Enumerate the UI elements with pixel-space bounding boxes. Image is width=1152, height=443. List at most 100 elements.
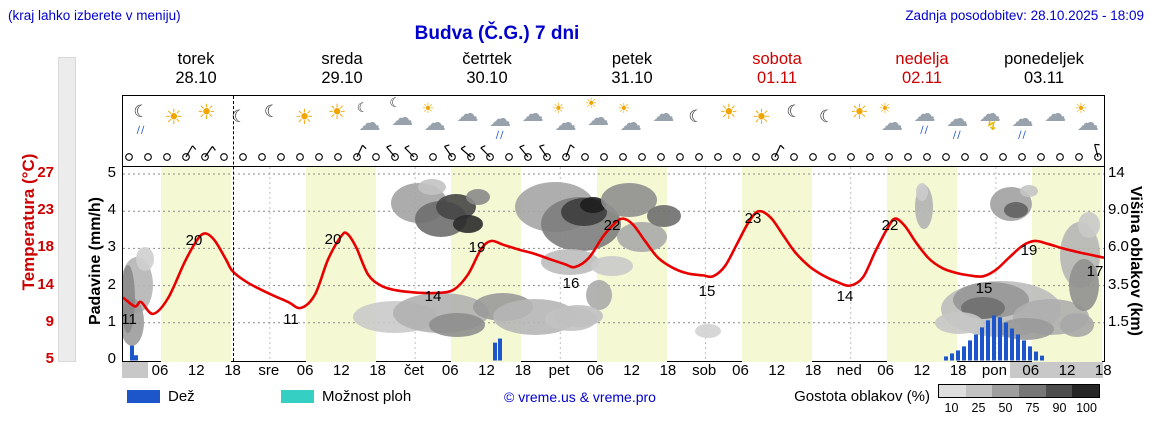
x-tick: 18 xyxy=(224,362,241,379)
x-tick: 12 xyxy=(478,362,495,379)
cloud-height-axis-label: Višina oblakov (km) xyxy=(1127,186,1144,336)
axis-tick: 4 xyxy=(107,201,116,219)
x-tick: 12 xyxy=(913,362,931,379)
last-update: Zadnja posodobitev: 28.10.2025 - 18:09 xyxy=(905,8,1144,23)
axis-tick: 3 xyxy=(107,238,116,256)
cloud-glyph: ☁ xyxy=(880,111,903,136)
axis-tick: 14 xyxy=(1108,164,1125,181)
day-date: 29.10 xyxy=(321,69,363,87)
day-header: sobota 01.11 xyxy=(712,50,842,88)
cloud-glyph: ☁ xyxy=(1076,111,1099,136)
axis-tick: 9.0 xyxy=(1108,201,1129,219)
cloud-density-legend-label: Gostota oblakov (%) xyxy=(794,388,930,405)
axis-tick: 18 xyxy=(37,238,54,256)
axis-tick: 3.5 xyxy=(1108,275,1129,293)
day-name: sreda xyxy=(321,50,363,68)
sun-icon: ☀ xyxy=(158,104,190,144)
precip-axis-ticks: 5 4 3 2 1 0 xyxy=(96,0,116,443)
axis-tick: 1.5 xyxy=(1108,312,1129,330)
cloud-icon: ☁ xyxy=(1039,99,1071,139)
temperature-scale-strip xyxy=(58,57,76,362)
cloud-density-segment xyxy=(1072,385,1100,397)
moon-glyph: ☾ xyxy=(133,102,149,122)
drops-glyph: ∕∕ xyxy=(952,130,962,141)
cloud-rain-icon: ☁ ∕∕ xyxy=(484,104,516,144)
sun-glyph: ☀ xyxy=(849,100,869,124)
x-tick: 18 xyxy=(1094,362,1112,379)
sun-glyph: ☀ xyxy=(327,100,347,124)
svg-text:15: 15 xyxy=(699,283,716,300)
cloud-rain-icon: ☁ ∕∕ xyxy=(909,99,941,139)
sun-glyph: ☀ xyxy=(1074,101,1088,117)
x-tick: sob xyxy=(692,362,717,379)
credit-link[interactable]: © vreme.us & vreme.pro xyxy=(504,389,656,405)
drops-glyph: ∕∕ xyxy=(495,130,505,141)
axis-tick: 5 xyxy=(107,164,116,181)
cloud-glyph: ☁ xyxy=(1044,102,1067,127)
sun-icon: ☀ xyxy=(843,99,875,139)
x-tick: 06 xyxy=(877,362,894,379)
sun-glyph: ☀ xyxy=(164,105,184,129)
moon-icon: ☾ xyxy=(811,104,843,144)
cloud-density-segment xyxy=(965,385,993,397)
svg-text:19: 19 xyxy=(1021,242,1038,259)
cloud-glyph: ☁ xyxy=(423,111,446,136)
x-tick: 06 xyxy=(587,362,604,379)
day-name: sobota xyxy=(752,50,802,68)
cloud-moon-icon: ☾ ☁ xyxy=(354,102,386,144)
x-tick: 06 xyxy=(151,362,169,379)
temperature-curve xyxy=(123,209,1104,316)
axis-tick: 0 xyxy=(107,350,116,367)
moon-glyph: ☾ xyxy=(231,107,247,127)
sun-glyph: ☀ xyxy=(719,100,739,124)
axis-tick: 9 xyxy=(45,312,54,330)
plot-area: 11 20 11 20 14 19 16 22 15 23 14 22 15 19 17 xyxy=(123,166,1104,362)
day-date: 02.11 xyxy=(901,69,943,87)
cloud-density-value: 75 xyxy=(1025,401,1040,415)
moon-showers-icon: ☾ ∕∕ xyxy=(125,99,157,139)
day-headers: torek 28.10 sreda 29.10 četrtek 30.10 petek 31.… xyxy=(122,50,1103,92)
cloud-density-segment xyxy=(939,385,966,397)
cloud-density-value: 100 xyxy=(1076,401,1097,415)
svg-text:22: 22 xyxy=(604,217,621,234)
svg-text:23: 23 xyxy=(745,210,762,227)
sun-icon: ☀ xyxy=(745,104,777,144)
moon-icon: ☾ xyxy=(256,99,288,139)
cloud-sun-icon: ☀ ☁ xyxy=(876,102,908,144)
menu-hint: (kraj lahko izberete v meniju) xyxy=(8,8,181,23)
cloud-glyph: ☁ xyxy=(489,107,512,132)
x-tick: 06 xyxy=(441,362,459,379)
day-date: 01.11 xyxy=(756,69,798,87)
x-tick: pet xyxy=(548,362,570,379)
cloud-glyph: ☁ xyxy=(554,111,577,136)
cloud-sun-icon: ☀ ☁ xyxy=(549,102,581,144)
drops-glyph: ∕∕ xyxy=(136,125,146,136)
sun-icon: ☀ xyxy=(190,99,222,139)
chart-frame: ☾ ∕∕ ☀ ☀ ☾ ☾ ☀ ☀ ☾ ☁ ☾ ☁ ☀ ☁ ☁ ☁ ∕∕ ☁ ☀ ☁ ☀ ☁ ☀ ☁ ☁ ☾ ☀ ☀ ☾ ☾ ☀ ☀ ☁ ☁ ∕∕ ☁ ∕… xyxy=(122,95,1105,362)
cloud-glyph: ☁ xyxy=(456,102,479,127)
svg-text:11: 11 xyxy=(123,311,137,328)
day-header: nedelja 02.11 xyxy=(857,50,987,88)
cloud-sun-icon: ☀ ☁ xyxy=(1072,102,1104,144)
x-tick: 06 xyxy=(1022,362,1040,379)
axis-tick: 14 xyxy=(37,275,54,293)
cloud-density-value: 50 xyxy=(998,401,1013,415)
cloud-sun-icon: ☀ ☁ xyxy=(615,102,647,144)
x-tick: 12 xyxy=(623,362,640,379)
cloud-sun-icon: ☀ ☁ xyxy=(419,102,451,144)
day-name: četrtek xyxy=(462,50,512,68)
axis-tick: 23 xyxy=(37,201,54,219)
day-name: torek xyxy=(177,50,215,68)
x-axis: 06 12 18 sre 06 12 18 čet 06 12 18 pet 06 12 18 sob 06 12… xyxy=(122,361,1112,379)
axis-night-block-right xyxy=(1010,362,1103,378)
wind-barbs-row xyxy=(125,143,1102,161)
moon-icon: ☾ xyxy=(778,99,810,139)
cloud-height-axis-ticks: 14 9.0 6.0 3.5 1.5 xyxy=(1108,0,1150,443)
day-header: torek 28.10 xyxy=(131,50,261,88)
svg-text:14: 14 xyxy=(425,288,442,305)
day-date: 30.10 xyxy=(466,69,508,87)
cloud-glyph: ☁ xyxy=(913,102,936,127)
rain-swatch xyxy=(127,390,160,403)
x-tick: čet xyxy=(403,362,424,379)
